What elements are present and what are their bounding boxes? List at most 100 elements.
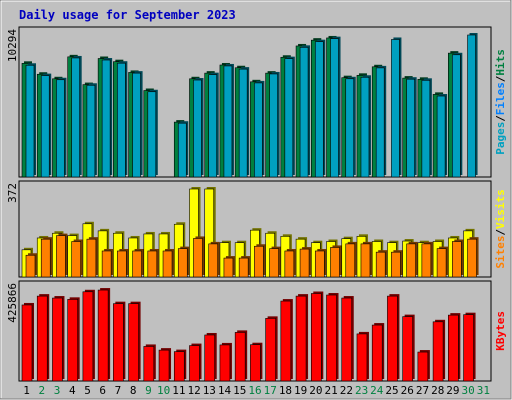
legend-kbytes: KBytes — [494, 311, 507, 351]
bar-visits-sites-day-26 — [406, 243, 416, 278]
bar-visits-sites-day-30 — [467, 238, 477, 278]
bar-visits-sites-day-4 — [71, 241, 81, 278]
bar-hits-pages-day-11 — [177, 122, 187, 178]
bar-visits-sites-day-3 — [56, 235, 66, 278]
bar-hits-pages-day-13 — [208, 74, 218, 178]
bar-hits-pages-day-16 — [254, 82, 263, 178]
bar-hits-pages-day-21 — [330, 38, 339, 178]
panel-visits: 372 Sites/Visits — [6, 180, 507, 278]
bar-visits-sites-day-12 — [193, 238, 203, 278]
bar-hits-pages-day-15 — [238, 68, 248, 178]
x-tick-day-24: 24 — [370, 384, 384, 397]
bar-visits-sites-day-20 — [314, 250, 325, 278]
x-tick-day-13: 13 — [203, 384, 216, 397]
legend-pages: Pages — [494, 122, 507, 155]
x-tick-day-4: 4 — [69, 384, 76, 397]
x-tick-day-2: 2 — [39, 384, 46, 397]
x-tick-day-15: 15 — [233, 384, 246, 397]
x-tick-day-20: 20 — [309, 384, 322, 397]
x-tick-day-26: 26 — [401, 384, 414, 397]
x-tick-day-19: 19 — [294, 384, 307, 397]
x-tick-day-3: 3 — [54, 384, 61, 397]
x-tick-day-17: 17 — [264, 384, 277, 397]
x-tick-day-30: 30 — [462, 384, 475, 397]
bar-visits-sites-day-22 — [345, 243, 356, 278]
bar-kbytes-kbytes-day-10 — [158, 349, 170, 382]
legend-separator: / — [494, 75, 507, 82]
bar-hits-pages-day-1 — [25, 64, 35, 178]
bar-hits-pages-day-9 — [147, 91, 157, 178]
bar-hits-pages-day-23 — [360, 76, 370, 178]
x-tick-day-5: 5 — [84, 384, 91, 397]
bar-hits-pages-day-24 — [375, 67, 385, 178]
x-tick-day-22: 22 — [340, 384, 353, 397]
bar-visits-sites-day-18 — [284, 250, 295, 278]
bar-kbytes-kbytes-day-19 — [295, 295, 307, 382]
bar-kbytes-kbytes-day-2 — [36, 295, 48, 382]
bar-hits-pages-day-19 — [299, 47, 309, 178]
bar-visits-sites-day-13 — [208, 243, 219, 278]
bar-hits-pages-day-29 — [452, 54, 461, 178]
bar-hits-pages-day-22 — [345, 78, 355, 178]
bar-hits-pages-day-12 — [193, 79, 202, 178]
x-tick-day-28: 28 — [431, 384, 444, 397]
bar-kbytes-kbytes-day-6 — [97, 289, 109, 382]
bar-visits-sites-day-1 — [25, 254, 36, 278]
bar-visits-sites-day-23 — [360, 243, 371, 278]
panel-visits-max-label: 372 — [6, 183, 19, 203]
bar-visits-sites-day-16 — [254, 245, 264, 278]
bar-kbytes-kbytes-day-21 — [326, 294, 337, 382]
bar-visits-sites-day-9 — [147, 250, 158, 278]
x-tick-day-14: 14 — [218, 384, 232, 397]
panel-kbytes: 425866 KBytes — [6, 280, 507, 382]
chart-title: Daily usage for September 2023 — [19, 8, 236, 22]
bar-kbytes-kbytes-day-9 — [143, 346, 155, 382]
bar-visits-sites-day-10 — [162, 250, 173, 278]
bar-visits-sites-day-19 — [299, 248, 310, 278]
bar-kbytes-kbytes-day-7 — [113, 303, 124, 382]
x-tick-day-6: 6 — [99, 384, 106, 397]
panel-hits-legend: Pages/Files/Hits — [494, 49, 507, 155]
bar-hits-pages-day-8 — [132, 72, 141, 178]
bar-kbytes-kbytes-day-18 — [280, 300, 292, 382]
bar-visits-sites-day-7 — [117, 250, 127, 278]
x-tick-day-27: 27 — [416, 384, 429, 397]
x-tick-day-9: 9 — [145, 384, 152, 397]
panel-kbytes-legend: KBytes — [494, 311, 507, 351]
bar-visits-sites-day-2 — [40, 238, 51, 278]
bar-visits-sites-day-5 — [86, 238, 97, 278]
bar-kbytes-kbytes-day-1 — [21, 304, 33, 382]
x-tick-day-11: 11 — [172, 384, 185, 397]
x-tick-day-16: 16 — [248, 384, 261, 397]
bar-hits-pages-day-6 — [101, 59, 111, 178]
bar-hits-pages-day-5 — [86, 84, 96, 178]
bar-hits-pages-day-18 — [284, 58, 294, 178]
bar-hits-pages-day-2 — [40, 75, 50, 178]
bar-visits-sites-day-15 — [238, 257, 249, 278]
bar-visits-sites-day-25 — [391, 251, 401, 278]
bar-kbytes-kbytes-day-20 — [310, 293, 322, 382]
bar-visits-sites-day-8 — [132, 250, 142, 278]
bar-kbytes-kbytes-day-3 — [52, 297, 63, 382]
bar-kbytes-kbytes-day-26 — [402, 316, 413, 382]
x-tick-day-21: 21 — [325, 384, 338, 397]
bar-kbytes-kbytes-day-5 — [82, 291, 94, 382]
bar-visits-sites-day-27 — [421, 243, 432, 278]
bar-visits-sites-day-28 — [436, 248, 447, 278]
legend-separator: / — [494, 229, 507, 236]
legend-separator: / — [494, 115, 507, 122]
bar-visits-sites-day-14 — [223, 257, 234, 278]
bar-hits-pages-day-28 — [436, 95, 446, 178]
bar-visits-sites-day-24 — [375, 251, 386, 278]
bar-visits-sites-day-21 — [330, 247, 340, 278]
bar-hits-pages-day-14 — [223, 65, 233, 178]
bar-kbytes-kbytes-day-13 — [204, 334, 216, 382]
legend-hits: Hits — [494, 49, 507, 76]
bar-visits-sites-day-11 — [177, 248, 188, 278]
bar-kbytes-kbytes-day-29 — [448, 314, 459, 382]
bar-hits-pages-day-7 — [117, 62, 126, 178]
bar-visits-sites-day-6 — [101, 250, 112, 278]
bar-kbytes-kbytes-day-22 — [341, 297, 353, 382]
